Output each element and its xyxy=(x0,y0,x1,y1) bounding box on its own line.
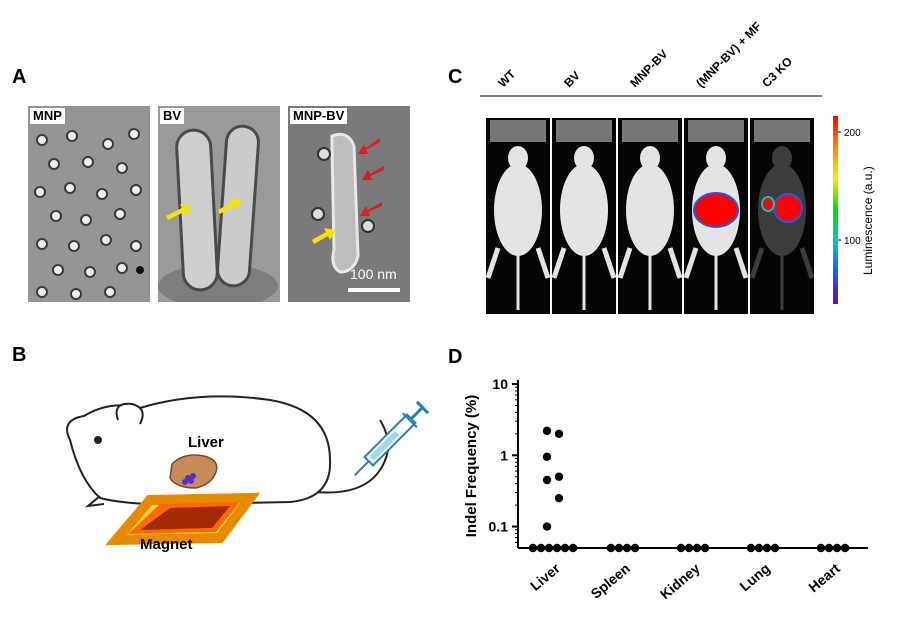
mouse-illustration xyxy=(66,395,430,546)
y-tick-label-0: 10 xyxy=(492,376,508,392)
data-point-liver-1 xyxy=(554,429,564,439)
tem-label-bv: BV xyxy=(160,108,185,124)
tem-label-mnp: MNP xyxy=(30,108,65,124)
tem-label-mnp-bv: MNP-BV xyxy=(290,108,348,124)
data-point-spleen-1 xyxy=(614,543,624,553)
colorbar-tick-1: 100 xyxy=(844,236,861,247)
data-point-heart-2 xyxy=(832,543,842,553)
data-point-lung-3 xyxy=(770,543,780,553)
mouse-image-3 xyxy=(683,118,749,314)
data-point-liver-9 xyxy=(544,543,554,553)
panel-label-c: C xyxy=(448,66,463,88)
scale-bar-label: 100 nm xyxy=(350,266,397,282)
panel-label-b: B xyxy=(12,344,27,366)
data-point-liver-6 xyxy=(542,522,552,531)
liver-organ xyxy=(169,454,218,489)
data-point-spleen-2 xyxy=(622,543,632,553)
group-label-1: BV xyxy=(561,68,583,90)
y-tick-label-1: 1 xyxy=(500,447,508,463)
data-point-liver-12 xyxy=(568,543,578,553)
data-point-liver-0 xyxy=(542,426,552,436)
magnet-label: Magnet xyxy=(140,536,193,553)
mouse-image-4 xyxy=(749,118,815,314)
data-point-liver-7 xyxy=(528,543,538,553)
data-point-heart-1 xyxy=(824,543,834,553)
mouse-image-0 xyxy=(485,118,551,314)
mouse-body xyxy=(66,395,332,506)
data-point-liver-5 xyxy=(554,493,564,503)
data-point-liver-2 xyxy=(542,452,552,462)
y-tick-label-2: 0.1 xyxy=(489,519,509,535)
data-point-lung-2 xyxy=(762,543,772,553)
indel-frequency-chart: Indel Frequency (%) 10 1 0.1 Liver Spleen Kid… xyxy=(463,376,868,602)
colorbar xyxy=(833,116,838,304)
data-point-liver-11 xyxy=(560,543,570,553)
panel-label-d: D xyxy=(448,346,463,368)
mouse-ear xyxy=(115,402,144,425)
mnp-particles xyxy=(28,106,150,302)
bv-rods xyxy=(158,106,280,302)
tem-image-mnp: MNP xyxy=(28,106,150,302)
y-axis-title: Indel Frequency (%) xyxy=(463,395,480,538)
data-point-kidney-1 xyxy=(684,543,694,553)
x-tick-label-4: Heart xyxy=(805,560,843,595)
panel-label-a: A xyxy=(12,66,27,88)
group-label-0: WT xyxy=(495,67,519,91)
x-tick-label-2: Kidney xyxy=(657,560,703,602)
data-point-heart-0 xyxy=(816,543,826,553)
data-point-kidney-3 xyxy=(700,543,710,553)
tem-image-mnp-bv: MNP-BV 100 nm xyxy=(288,106,410,302)
colorbar-tick-0: 200 xyxy=(844,128,861,139)
data-point-liver-10 xyxy=(552,543,562,553)
group-label-3: (MNP-BV) + MF xyxy=(693,19,764,90)
mouse-front-foot xyxy=(84,495,105,508)
group-label-2: MNP-BV xyxy=(627,47,670,90)
colorbar-title: Luminescence (a.u.) xyxy=(861,166,875,275)
data-point-liver-4 xyxy=(542,475,552,485)
data-point-lung-0 xyxy=(746,543,756,553)
data-point-kidney-2 xyxy=(692,543,702,553)
data-point-heart-3 xyxy=(840,543,850,553)
data-point-liver-3 xyxy=(554,472,564,481)
mouse-eye xyxy=(94,436,102,444)
x-tick-label-0: Liver xyxy=(527,560,563,594)
x-tick-label-1: Spleen xyxy=(587,560,632,602)
mouse-image-2 xyxy=(617,118,683,314)
data-point-kidney-0 xyxy=(676,543,686,553)
data-point-spleen-0 xyxy=(606,543,616,553)
tem-image-bv: BV xyxy=(158,106,280,302)
data-point-liver-8 xyxy=(536,543,546,553)
x-tick-label-3: Lung xyxy=(736,560,772,594)
mouse-image-1 xyxy=(551,118,617,314)
mnp-bv-rod xyxy=(288,106,410,302)
syringe xyxy=(353,400,430,477)
data-point-lung-1 xyxy=(754,543,764,553)
group-label-4: C3 KO xyxy=(759,54,795,90)
liver-label: Liver xyxy=(188,434,224,451)
data-point-spleen-3 xyxy=(630,543,640,553)
